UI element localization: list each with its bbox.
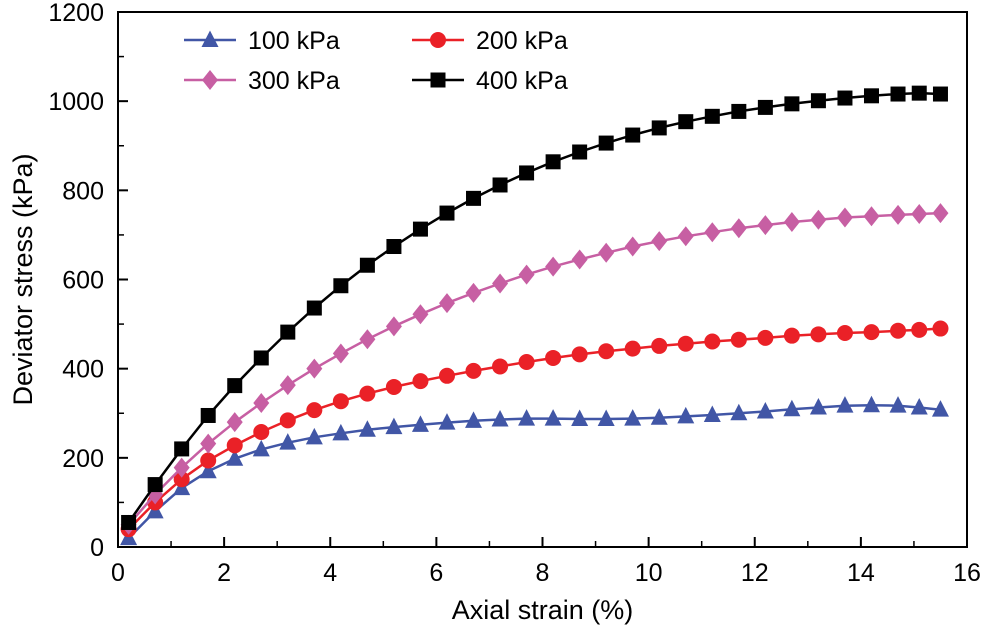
y-tick-label: 600	[62, 267, 104, 295]
axis-ticks: 0 2 4 6 8 10 12 14 16 0 200 400 600 800 1000 1200	[48, 0, 981, 587]
y-tick-label: 200	[62, 445, 104, 473]
series-300-kpa	[120, 203, 949, 535]
x-tick-label: 0	[111, 559, 125, 587]
y-tick-label: 1000	[48, 88, 104, 116]
x-tick-label: 4	[323, 559, 337, 587]
series-400-kpa	[121, 85, 948, 530]
legend-item-200-kpa: 200 kPa	[412, 27, 568, 55]
series-200-kpa	[120, 320, 949, 538]
x-tick-label: 10	[635, 559, 663, 587]
legend-label: 100 kPa	[248, 27, 340, 55]
plot-frame	[117, 11, 968, 548]
y-tick-label: 1200	[48, 0, 104, 27]
legend-item-100-kpa: 100 kPa	[184, 27, 340, 55]
x-tick-label: 16	[953, 559, 981, 587]
x-axis-label: Axial strain (%)	[452, 595, 634, 625]
legend: 100 kPa 200 kPa 300 kPa 400 kPa	[184, 27, 568, 95]
y-tick-label: 800	[62, 177, 104, 205]
x-tick-label: 6	[429, 559, 443, 587]
x-tick-label: 2	[217, 559, 231, 587]
x-tick-label: 8	[536, 559, 550, 587]
x-tick-label: 14	[847, 559, 875, 587]
legend-label: 400 kPa	[476, 67, 568, 95]
legend-item-300-kpa: 300 kPa	[184, 67, 340, 95]
legend-label: 200 kPa	[476, 27, 568, 55]
legend-label: 300 kPa	[248, 67, 340, 95]
y-tick-label: 0	[90, 534, 104, 562]
legend-item-400-kpa: 400 kPa	[412, 67, 568, 95]
y-tick-label: 400	[62, 356, 104, 384]
series-100-kpa	[120, 395, 949, 546]
y-axis-label: Deviator stress (kPa)	[8, 153, 38, 405]
x-tick-label: 12	[741, 559, 769, 587]
